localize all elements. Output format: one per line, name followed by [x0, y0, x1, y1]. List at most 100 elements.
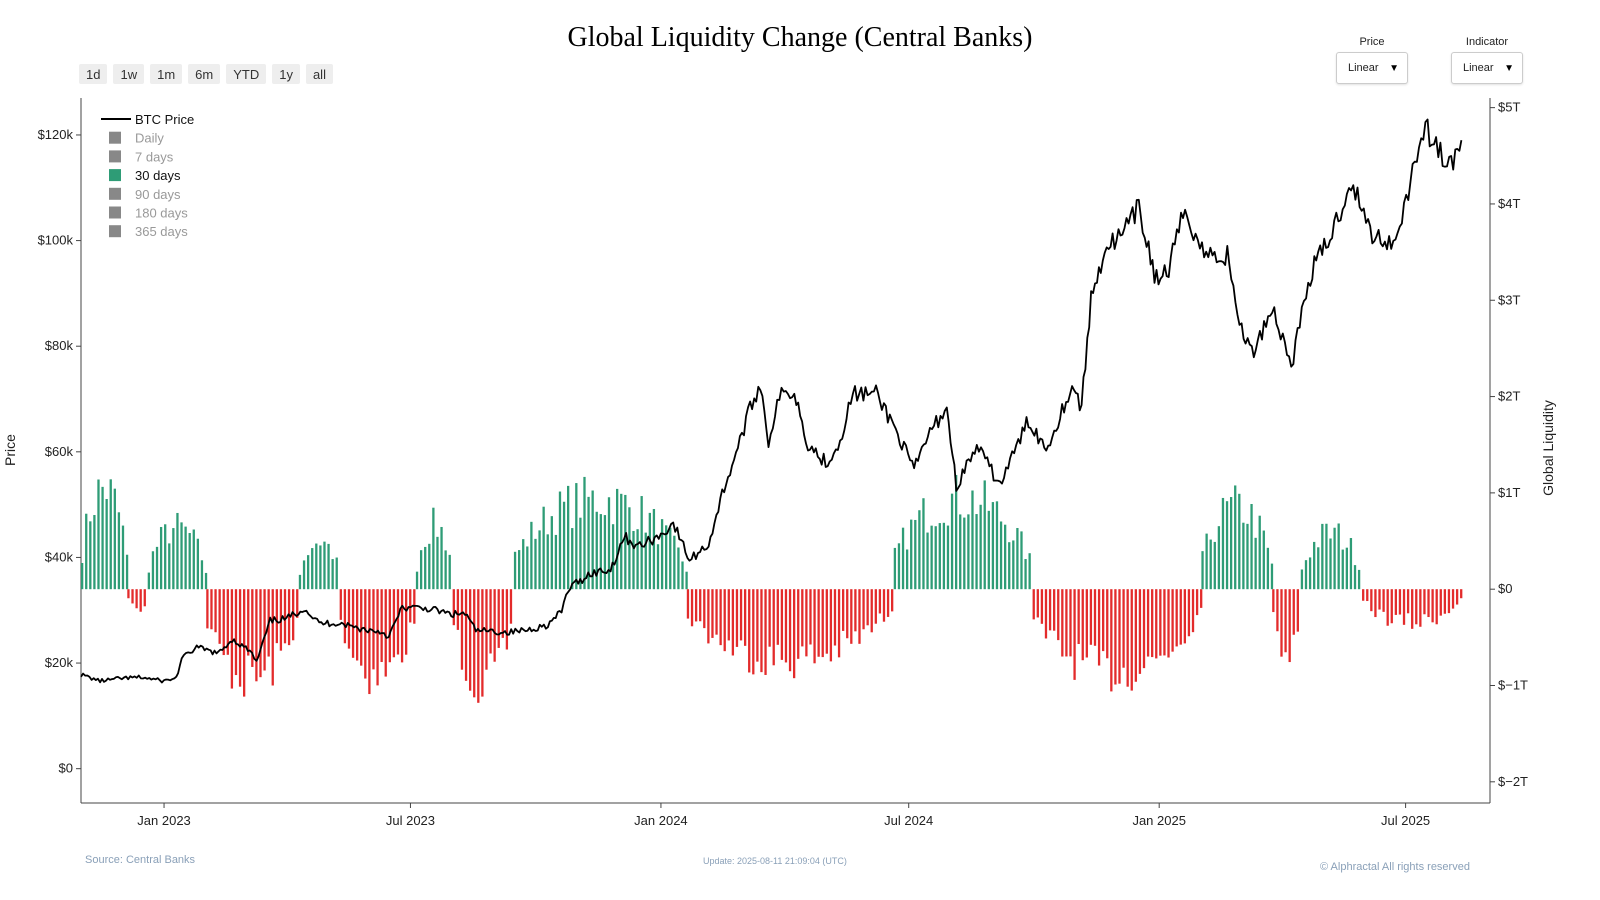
liquidity-bar-positive	[942, 522, 946, 590]
liquidity-bar-positive	[918, 510, 921, 590]
price-scale-dropdown[interactable]: Linear ▼	[1336, 52, 1408, 84]
liquidity-bar-negative	[1040, 589, 1044, 624]
legend-item-daily[interactable]: Daily	[109, 131, 164, 146]
liquidity-bar-positive	[987, 510, 990, 590]
legend-item-btc-price[interactable]: BTC Price	[101, 112, 194, 127]
liquidity-bar-positive	[1337, 523, 1340, 590]
liquidity-bar-negative	[1200, 589, 1203, 608]
legend-item-90-days[interactable]: 90 days	[109, 187, 181, 202]
liquidity-bar-positive	[1341, 549, 1344, 590]
legend-swatch	[109, 187, 121, 200]
liquidity-bar-positive	[436, 536, 439, 590]
liquidity-bar-positive	[926, 532, 929, 590]
liquidity-bar-negative	[1118, 589, 1121, 684]
indicator-scale-dropdown[interactable]: Linear ▼	[1451, 52, 1523, 84]
range-selector: 1d 1w 1m 6m YTD 1y all	[79, 64, 333, 84]
range-1w-button[interactable]: 1w	[113, 64, 145, 84]
liquidity-bar-negative	[850, 589, 853, 644]
right-tick-label: $0	[1498, 581, 1512, 596]
liquidity-bar-positive	[946, 525, 950, 590]
liquidity-bar-positive	[591, 490, 594, 590]
liquidity-bar-positive	[1262, 530, 1265, 590]
legend-swatch	[109, 131, 121, 144]
legend-item-180-days[interactable]: 180 days	[109, 206, 188, 221]
liquidity-bar-positive	[910, 519, 913, 590]
copyright-note: © Alphractal All rights reserved	[1320, 861, 1470, 873]
liquidity-bar-negative	[1048, 589, 1052, 631]
legend-item-30-days[interactable]: 30 days	[109, 168, 181, 183]
liquidity-bar-positive	[125, 554, 129, 590]
liquidity-bar-positive	[97, 479, 100, 590]
liquidity-bar-negative	[1057, 589, 1060, 641]
liquidity-bar-positive	[1321, 523, 1324, 590]
liquidity-bar-positive	[113, 488, 116, 590]
legend-label: 7 days	[135, 149, 174, 164]
liquidity-bar-negative	[719, 589, 722, 646]
liquidity-bar-negative	[817, 589, 820, 657]
liquidity-bar-positive	[669, 527, 672, 590]
liquidity-bar-positive	[538, 530, 541, 590]
liquidity-bar-negative	[809, 589, 812, 645]
liquidity-bar-positive	[1353, 565, 1357, 590]
liquidity-bar-negative	[251, 589, 254, 667]
liquidity-bar-negative	[368, 589, 371, 695]
liquidity-bar-positive	[950, 493, 954, 590]
liquidity-bar-negative	[135, 589, 138, 609]
liquidity-bar-negative	[690, 589, 694, 627]
liquidity-bar-negative	[1447, 589, 1451, 614]
liquidity-bar-positive	[660, 519, 664, 590]
left-axis-title: Price	[1, 434, 18, 466]
liquidity-bar-negative	[400, 589, 404, 663]
liquidity-bar-negative	[1362, 589, 1365, 601]
x-tick-label: Jan 2025	[1132, 813, 1186, 828]
liquidity-bar-positive	[85, 513, 88, 590]
liquidity-bar-positive	[105, 499, 108, 590]
liquidity-bar-negative	[1151, 589, 1154, 658]
liquidity-bar-negative	[1179, 589, 1182, 645]
liquidity-bar-negative	[1455, 589, 1459, 605]
liquidity-bar-negative	[846, 589, 849, 639]
legend-item-365-days[interactable]: 365 days	[109, 224, 188, 239]
liquidity-bar-positive	[991, 502, 995, 590]
liquidity-bar-positive	[905, 549, 909, 590]
legend-label: 365 days	[135, 224, 188, 239]
liquidity-bar-negative	[837, 589, 841, 658]
liquidity-bar-negative	[703, 589, 706, 629]
liquidity-bar-positive	[526, 546, 529, 590]
legend-swatch	[109, 169, 121, 182]
liquidity-bar-negative	[1451, 589, 1455, 609]
liquidity-bar-positive	[571, 528, 574, 590]
range-1y-button[interactable]: 1y	[272, 64, 300, 84]
liquidity-bar-negative	[1195, 589, 1199, 616]
x-tick-label: Jan 2024	[634, 813, 688, 828]
liquidity-bar-negative	[343, 589, 347, 644]
liquidity-bar-positive	[595, 511, 598, 590]
liquidity-bar-positive	[196, 538, 200, 590]
liquidity-bar-positive	[652, 508, 656, 590]
range-ytd-button[interactable]: YTD	[226, 64, 267, 84]
liquidity-bar-positive	[164, 524, 167, 590]
liquidity-bar-positive	[995, 501, 999, 590]
liquidity-bar-positive	[188, 533, 191, 590]
range-6m-button[interactable]: 6m	[188, 64, 221, 84]
x-tick-label: Jul 2023	[386, 813, 435, 828]
liquidity-bar-positive	[1357, 569, 1361, 590]
liquidity-bar-negative	[388, 589, 391, 663]
liquidity-bar-negative	[485, 589, 488, 670]
liquidity-bar-negative	[748, 589, 751, 673]
liquidity-bar-positive	[306, 555, 310, 590]
liquidity-bar-negative	[468, 589, 472, 691]
range-all-button[interactable]: all	[305, 64, 333, 84]
liquidity-bar-negative	[493, 589, 496, 662]
liquidity-bar-negative	[501, 589, 504, 638]
liquidity-bar-negative	[882, 589, 886, 622]
liquidity-bar-positive	[302, 560, 306, 590]
range-1m-button[interactable]: 1m	[150, 64, 183, 84]
liquidity-bar-positive	[1349, 538, 1353, 590]
left-tick-label: $120k	[38, 127, 74, 142]
liquidity-bar-negative	[1171, 589, 1174, 652]
legend-item-7-days[interactable]: 7 days	[109, 149, 174, 164]
range-1d-button[interactable]: 1d	[79, 64, 108, 84]
liquidity-bar-positive	[1242, 522, 1245, 590]
